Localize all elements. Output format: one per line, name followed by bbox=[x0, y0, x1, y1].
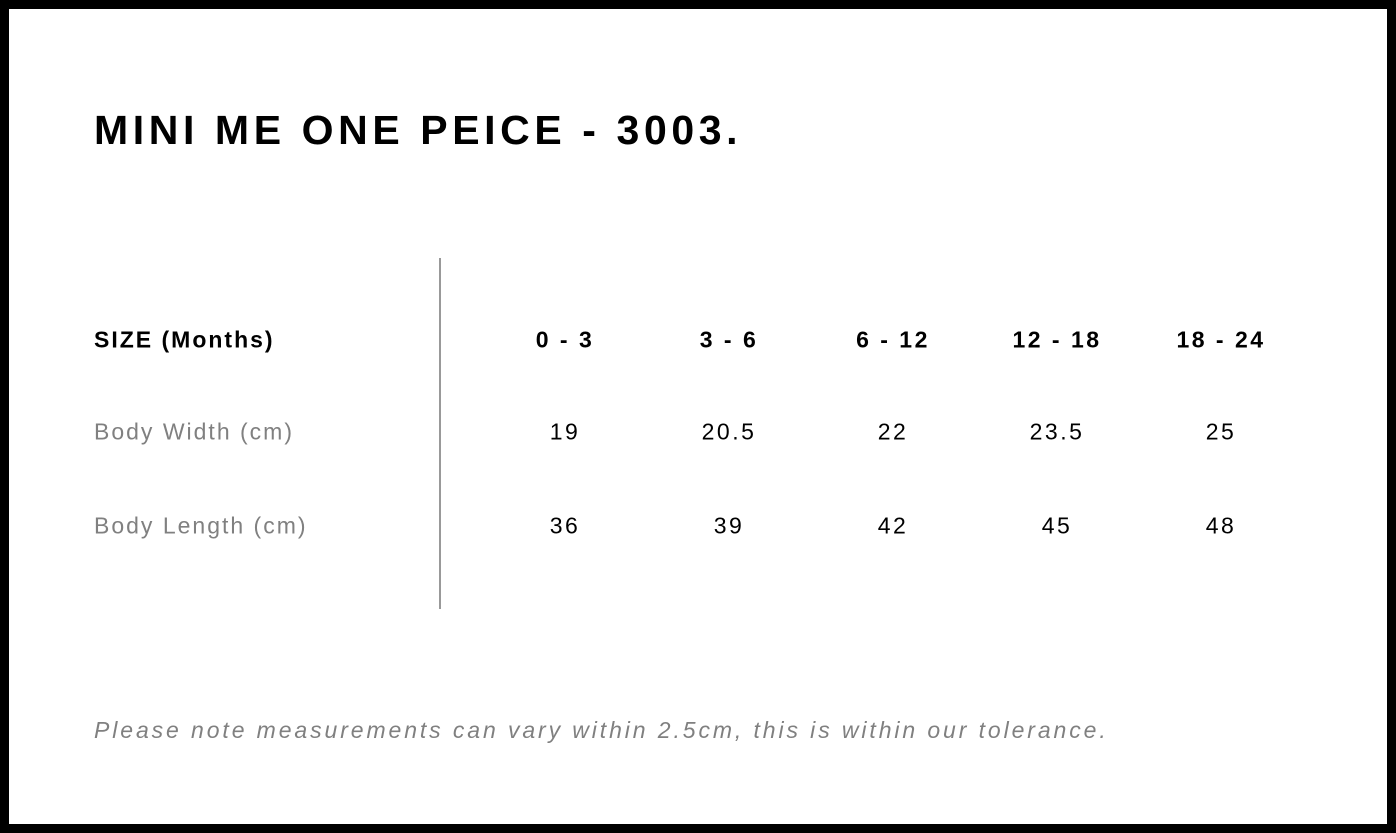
size-column-header: 6 - 12 bbox=[856, 326, 930, 353]
tolerance-note: Please note measurements can vary within… bbox=[94, 717, 1109, 743]
size-column-header: 0 - 3 bbox=[535, 326, 595, 353]
row-label-body-length: Body Length (cm) bbox=[94, 512, 308, 539]
table-cell: 23.5 bbox=[1029, 418, 1085, 445]
table-cell: 36 bbox=[549, 512, 581, 539]
table-cell: 45 bbox=[1041, 512, 1073, 539]
table-cell: 22 bbox=[877, 418, 909, 445]
size-column-header: 12 - 18 bbox=[1012, 326, 1102, 353]
page-title: MINI ME ONE PEICE - 3003. bbox=[94, 107, 743, 153]
table-cell: 39 bbox=[713, 512, 745, 539]
row-label-body-width: Body Width (cm) bbox=[94, 418, 294, 445]
table-cell: 48 bbox=[1205, 512, 1237, 539]
size-column-header: 18 - 24 bbox=[1176, 326, 1266, 353]
table-cell: 20.5 bbox=[701, 418, 757, 445]
column-divider bbox=[439, 258, 441, 609]
table-cell: 19 bbox=[549, 418, 581, 445]
size-header-label: SIZE (Months) bbox=[94, 326, 275, 353]
table-cell: 42 bbox=[877, 512, 909, 539]
size-column-header: 3 - 6 bbox=[699, 326, 759, 353]
size-chart-card: MINI ME ONE PEICE - 3003. SIZE (Months) … bbox=[9, 9, 1387, 824]
table-cell: 25 bbox=[1205, 418, 1237, 445]
